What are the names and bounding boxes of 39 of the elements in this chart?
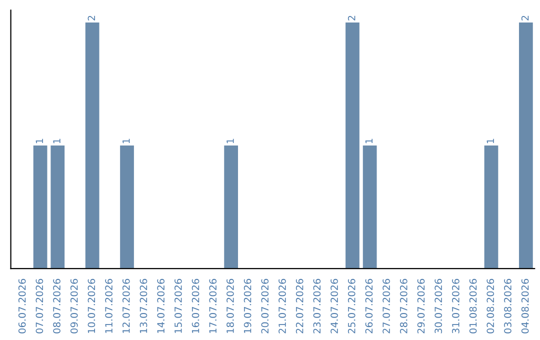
x-tick-label: 22.07.2026 xyxy=(296,278,304,334)
x-tick-label: 15.07.2026 xyxy=(174,278,182,333)
x-tick-label: 12.07.2026 xyxy=(122,278,130,333)
x-tick-label: 10.07.2026 xyxy=(88,278,96,333)
x-tick-label: 06.07.2026 xyxy=(18,278,26,334)
x-tick-label: 13.07.2026 xyxy=(140,278,148,333)
data-label: 1 xyxy=(53,138,60,144)
x-tick-label: 08.07.2026 xyxy=(53,278,60,334)
data-label: 1 xyxy=(122,138,130,144)
x-tick-label: 04.08.2026 xyxy=(521,278,529,334)
x-tick-label: 18.07.2026 xyxy=(226,278,234,333)
x-tick-label: 16.07.2026 xyxy=(192,278,200,333)
data-label: 1 xyxy=(365,138,373,144)
data-label: 1 xyxy=(486,138,494,144)
x-tick-label: 31.07.2026 xyxy=(452,278,460,334)
x-tick-label: 03.08.2026 xyxy=(504,278,512,334)
x-tick-label: 30.07.2026 xyxy=(434,278,442,334)
x-tick-label: 23.07.2026 xyxy=(313,278,321,334)
x-tick-label: 21.07.2026 xyxy=(278,278,286,334)
data-label: 1 xyxy=(226,138,234,144)
x-tick-label: 01.08.2026 xyxy=(469,278,477,334)
x-tick-label: 11.07.2026 xyxy=(105,278,112,333)
x-tick-label: 14.07.2026 xyxy=(157,278,165,333)
data-label: 2 xyxy=(88,16,95,20)
data-label: 2 xyxy=(348,16,356,20)
x-tick-label: 17.07.2026 xyxy=(209,278,217,333)
x-tick-label: 20.07.2026 xyxy=(261,278,269,334)
data-label: 1 xyxy=(36,138,43,144)
x-tick-label: 09.07.2026 xyxy=(70,278,78,334)
x-tick-label: 07.07.2026 xyxy=(36,278,44,334)
x-tick-label: 02.08.2026 xyxy=(486,278,494,334)
x-tick-label: 29.07.2026 xyxy=(417,278,425,334)
x-tick-label: 25.07.2026 xyxy=(348,278,356,334)
x-tick-label: 27.07.2026 xyxy=(382,278,390,334)
x-tick-label: 28.07.2026 xyxy=(400,278,408,334)
data-label: 2 xyxy=(521,16,529,20)
x-tick-label: 26.07.2026 xyxy=(365,278,373,334)
x-tick-label: 24.07.2026 xyxy=(330,278,338,334)
x-tick-label: 19.07.2026 xyxy=(244,278,252,333)
